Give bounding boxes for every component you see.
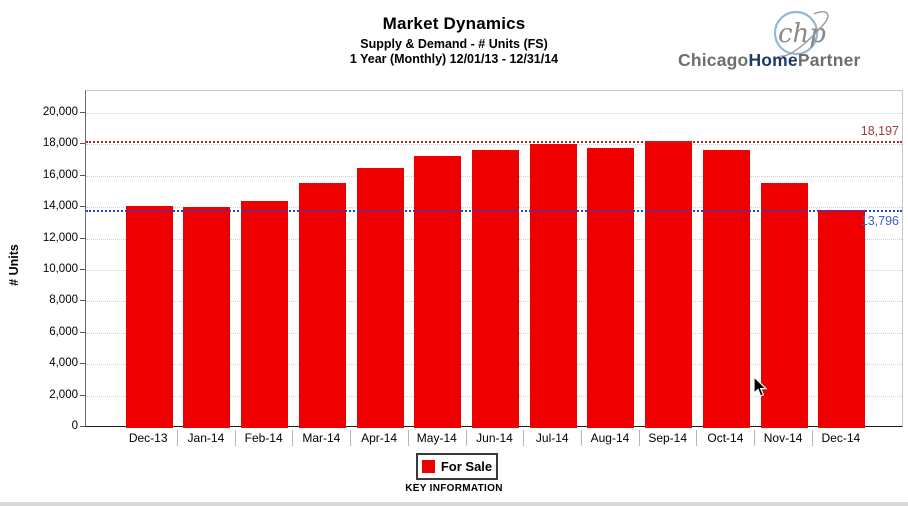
y-tick-mark [80, 331, 85, 333]
y-tick-mark [80, 269, 85, 270]
bar-dec-13 [125, 205, 173, 428]
brand-part-home: Home [748, 50, 798, 70]
reference-value-13796: 13,796 [860, 214, 899, 229]
x-tick-label-sep-14: Sep-14 [648, 431, 688, 445]
gridline-18000 [86, 144, 902, 146]
y-tick-mark [80, 300, 85, 302]
y-tick-mark [80, 363, 85, 365]
y-tick-mark [80, 426, 85, 427]
mouse-cursor-icon [753, 376, 768, 397]
y-tick-mark [80, 394, 85, 396]
y-tick-label: 8,000 [49, 294, 78, 307]
legend-swatch-for-sale [421, 460, 435, 473]
key-information-label: KEY INFORMATION [405, 483, 503, 494]
brand-name: ChicagoHomePartner [678, 50, 861, 71]
plot-area: 18,197 13,796 [85, 90, 903, 428]
bar-may-14 [414, 156, 462, 428]
x-label-separator [581, 430, 583, 446]
y-tick-label: 2,000 [49, 388, 78, 401]
x-label-separator [638, 430, 640, 446]
y-tick-label: 0 [71, 420, 78, 432]
x-label-separator [754, 430, 756, 446]
x-tick-label-dec-13: Dec-13 [128, 431, 168, 445]
x-label-separator [523, 430, 525, 446]
bar-aug-14 [587, 148, 635, 428]
bar-feb-14 [241, 200, 289, 428]
chart-date-range: 1 Year (Monthly) 12/01/13 - 12/31/14 [349, 52, 559, 66]
x-label-separator [350, 430, 352, 446]
brand-logo: chp ChicagoHomePartner [678, 6, 868, 72]
bar-mar-14 [298, 182, 346, 428]
x-tick-label-jun-14: Jun-14 [476, 431, 513, 445]
x-label-separator [811, 430, 813, 446]
x-label-separator [465, 430, 467, 446]
x-label-separator [292, 430, 294, 446]
x-label-separator [696, 430, 698, 446]
legend-label: For Sale [440, 459, 493, 474]
bar-oct-14 [702, 150, 750, 428]
brand-part-chicago: Chicago [678, 50, 749, 70]
y-tick-mark [80, 112, 85, 113]
x-tick-label-aug-14: Aug-14 [590, 431, 630, 445]
reference-line-18197 [86, 141, 902, 144]
bar-jan-14 [183, 207, 231, 428]
y-tick-mark [80, 174, 85, 176]
x-tick-label-oct-14: Oct-14 [707, 431, 744, 445]
bar-apr-14 [356, 168, 404, 428]
y-tick-label: 14,000 [42, 200, 78, 213]
x-tick-label-feb-14: Feb-14 [244, 431, 283, 445]
reference-value-18197: 18,197 [860, 124, 899, 139]
x-label-separator [177, 430, 178, 446]
bar-jun-14 [472, 150, 520, 428]
y-tick-label: 12,000 [42, 231, 78, 244]
bar-nov-14 [760, 183, 808, 428]
y-tick-label: 16,000 [42, 168, 78, 181]
reference-line-13796 [86, 210, 902, 213]
y-tick-label: 6,000 [49, 325, 78, 338]
x-tick-label-mar-14: Mar-14 [302, 431, 341, 445]
x-tick-label-dec-14: Dec-14 [821, 431, 861, 445]
legend: For Sale [416, 453, 498, 480]
brand-part-partner: Partner [797, 50, 861, 70]
bar-jul-14 [529, 144, 577, 428]
x-tick-label-apr-14: Apr-14 [361, 431, 398, 445]
y-tick-mark [80, 237, 85, 239]
bottom-divider [0, 502, 908, 506]
monogram-text: chp [778, 19, 826, 49]
bar-dec-14 [818, 210, 866, 428]
x-label-separator [234, 430, 236, 446]
chart-subtitle: Supply & Demand - # Units (FS) [360, 37, 548, 51]
gridline-20000 [86, 113, 902, 114]
y-tick-mark [80, 143, 85, 145]
page-title: Market Dynamics [382, 14, 526, 33]
x-tick-label-jan-14: Jan-14 [187, 431, 225, 445]
x-label-separator [407, 430, 409, 446]
y-tick-label: 10,000 [42, 263, 78, 275]
x-tick-label-nov-14: Nov-14 [763, 431, 803, 445]
x-tick-label-may-14: May-14 [416, 431, 457, 445]
y-tick-label: 20,000 [42, 106, 78, 118]
chart-header: Market Dynamics Supply & Demand - # Unit… [0, 14, 908, 66]
y-tick-mark [80, 206, 85, 208]
x-tick-label-jul-14: Jul-14 [535, 431, 569, 445]
y-tick-label: 18,000 [42, 137, 78, 150]
y-tick-label: 4,000 [49, 357, 78, 370]
bar-sep-14 [645, 141, 693, 428]
chp-monogram-icon: chp [773, 10, 829, 57]
